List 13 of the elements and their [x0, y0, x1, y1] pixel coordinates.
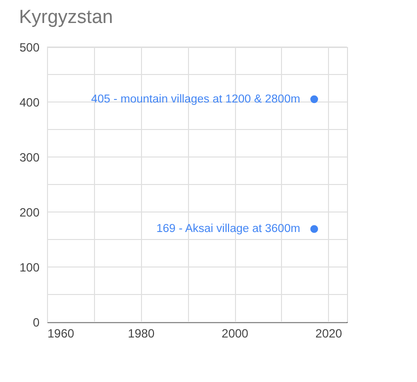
y-tick-label: 0: [32, 316, 40, 330]
annotation: 405 - mountain villages at 1200 & 2800m: [91, 93, 300, 106]
x-tick-label: 1960: [48, 326, 75, 340]
y-tick-label: 400: [19, 96, 40, 110]
x-tick-label: 2000: [222, 326, 249, 340]
y-tick-label: 200: [19, 206, 40, 220]
x-tick-label: 1980: [128, 326, 155, 340]
y-tick-label: 300: [19, 150, 40, 164]
y-tick-label: 500: [19, 40, 40, 54]
chart-title: Kyrgyzstan: [18, 7, 113, 28]
x-tick-label: 2020: [315, 326, 342, 340]
y-tick-label: 100: [19, 260, 40, 274]
annotation: 169 - Aksai village at 3600m: [156, 223, 300, 236]
